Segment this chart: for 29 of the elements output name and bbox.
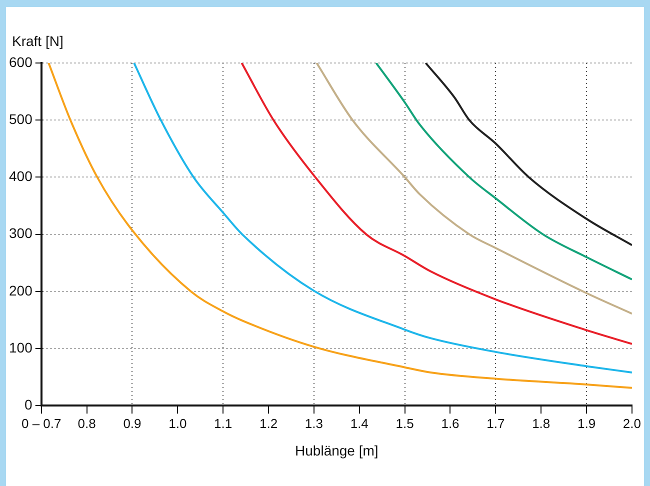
x-axis-title: Hublänge [m]: [295, 442, 378, 458]
line-series: [133, 63, 632, 374]
x-tick-label: 1.6: [441, 416, 460, 431]
y-tick-label: 600: [9, 54, 33, 70]
y-tick-label: 100: [9, 339, 33, 356]
y-tick-label: 500: [9, 110, 33, 127]
x-tick-label: 0.8: [78, 416, 96, 431]
x-tick-label: 1.4: [350, 416, 368, 431]
x-tick-label: 2.0: [622, 416, 642, 431]
y-tick-label: 0: [24, 396, 33, 412]
x-tick-label: 1.1: [214, 416, 232, 431]
x-tick-label: 1.5: [396, 416, 414, 431]
x-tick-label: 1.8: [532, 416, 550, 431]
x-tick-label: 1.9: [577, 416, 596, 431]
y-tick-label: 200: [9, 282, 33, 298]
line-series: [375, 63, 632, 280]
x-tick-label: 1.3: [304, 416, 323, 431]
y-axis-title: Kraft [N]: [12, 32, 64, 49]
line-series: [240, 63, 632, 345]
x-tick-label: 0 – 0.7: [21, 416, 62, 431]
x-tick-label: 1.2: [259, 416, 278, 431]
x-tick-label: 0.9: [123, 416, 142, 431]
line-series: [316, 63, 632, 315]
x-tick-label: 1.7: [486, 416, 505, 431]
y-tick-label: 300: [9, 225, 33, 242]
x-tick-label: 1.0: [168, 416, 187, 431]
line-series: [424, 63, 632, 246]
y-tick-label: 400: [9, 168, 33, 184]
line-series: [48, 63, 632, 389]
